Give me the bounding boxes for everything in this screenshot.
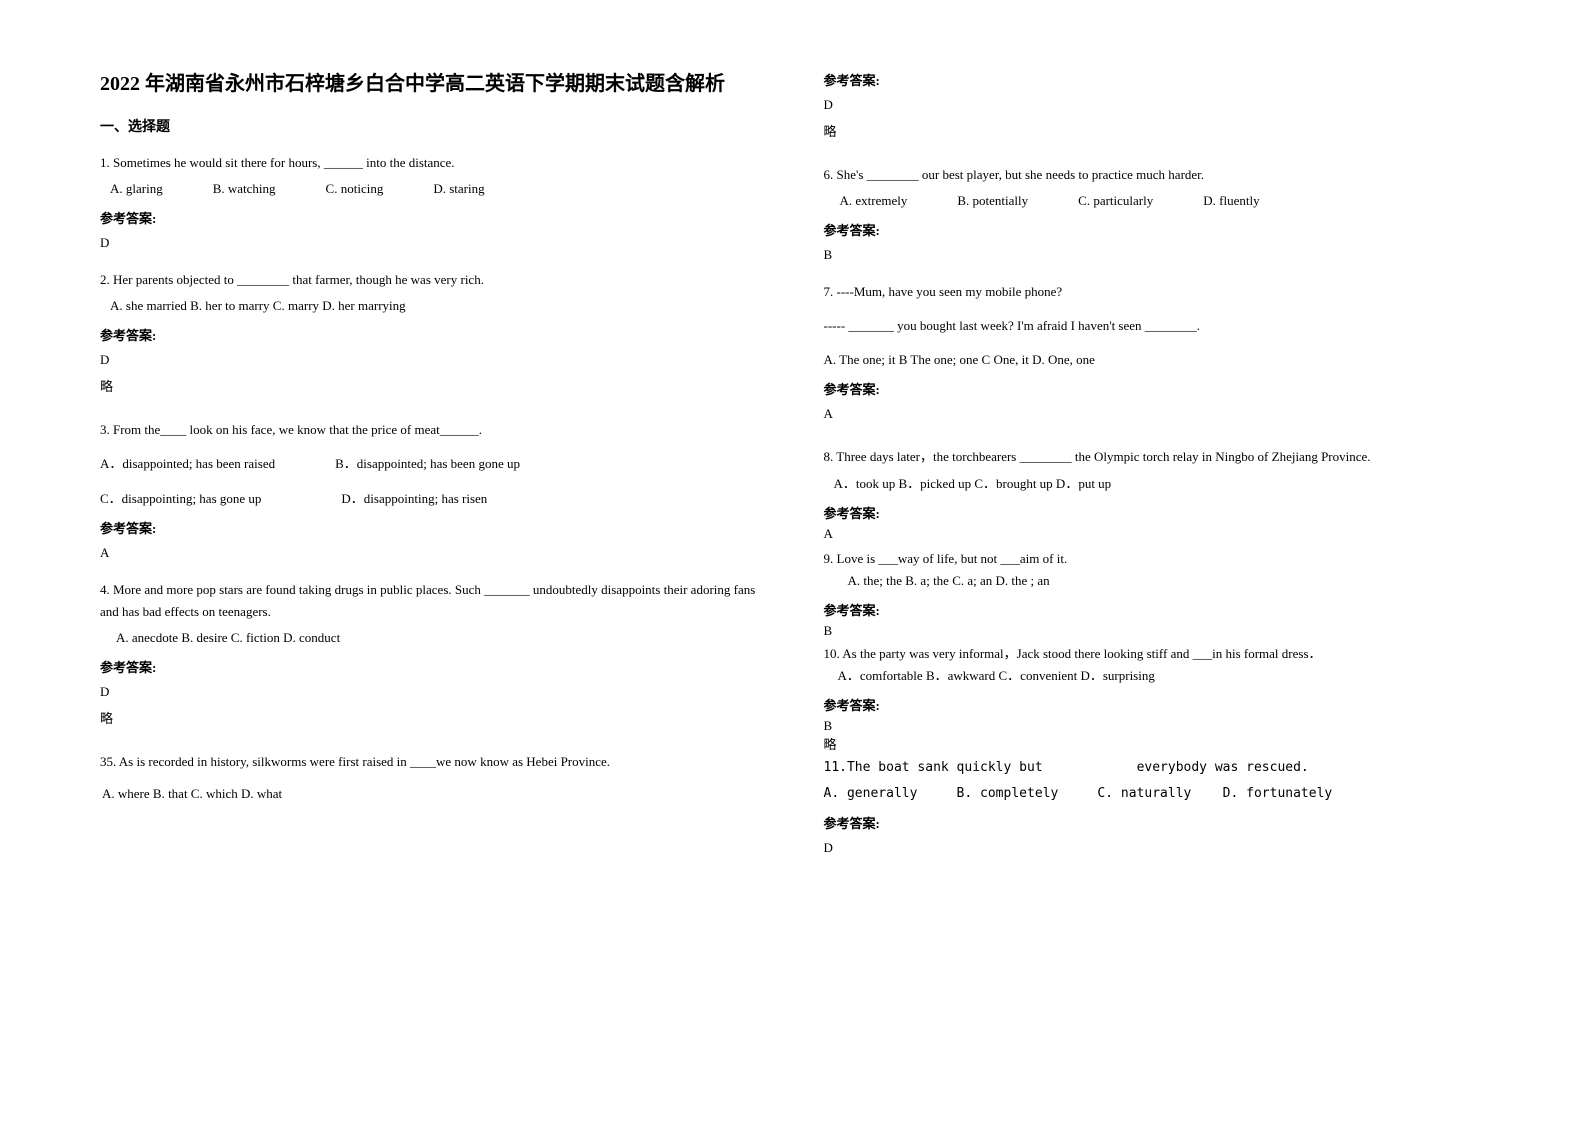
q11-answer-label: 参考答案:	[824, 813, 1488, 832]
q1-opt-b: B. watching	[213, 178, 276, 200]
q6-opt-c: C. particularly	[1078, 190, 1153, 212]
question-9: 9. Love is ___way of life, but not ___ai…	[824, 548, 1488, 641]
q10-answer: B	[824, 718, 1488, 734]
q9-answer-label: 参考答案:	[824, 600, 1488, 619]
q3-text: 3. From the____ look on his face, we kno…	[100, 419, 764, 441]
q5-text: 35. As is recorded in history, silkworms…	[100, 751, 764, 773]
q1-opt-c: C. noticing	[326, 178, 384, 200]
q1-opt-d: D. staring	[433, 178, 484, 200]
q2-omit: 略	[100, 376, 764, 395]
question-1: 1. Sometimes he would sit there for hour…	[100, 152, 764, 259]
q8-options: A．took up B．picked up C．brought up D．put…	[824, 473, 1488, 495]
q4-answer-label: 参考答案:	[100, 657, 764, 676]
right-column: 参考答案: D 略 6. She's ________ our best pla…	[824, 70, 1488, 1052]
q3-opt-b: B．disappointed; has been gone up	[335, 453, 520, 475]
q3-answer: A	[100, 545, 764, 561]
q1-answer-label: 参考答案:	[100, 208, 764, 227]
question-8: 8. Three days later，the torchbearers ___…	[824, 446, 1488, 543]
q1-text: 1. Sometimes he would sit there for hour…	[100, 152, 764, 174]
q6-opt-a: A. extremely	[840, 190, 908, 212]
q6-opt-d: D. fluently	[1203, 190, 1259, 212]
question-3: 3. From the____ look on his face, we kno…	[100, 419, 764, 568]
question-4: 4. More and more pop stars are found tak…	[100, 579, 764, 741]
q5-omit: 略	[824, 121, 1488, 140]
q9-options: A. the; the B. a; the C. a; an D. the ; …	[824, 570, 1488, 592]
q2-text: 2. Her parents objected to ________ that…	[100, 269, 764, 291]
q11-text: 11.The boat sank quickly but everybody w…	[824, 757, 1488, 779]
q4-options: A. anecdote B. desire C. fiction D. cond…	[100, 627, 764, 649]
q4-omit: 略	[100, 708, 764, 727]
question-6: 6. She's ________ our best player, but s…	[824, 164, 1488, 271]
q7-answer-label: 参考答案:	[824, 379, 1488, 398]
q9-text: 9. Love is ___way of life, but not ___ai…	[824, 548, 1488, 570]
q10-omit: 略	[824, 734, 1488, 753]
q6-text: 6. She's ________ our best player, but s…	[824, 164, 1488, 186]
q8-text: 8. Three days later，the torchbearers ___…	[824, 446, 1488, 468]
q5-options: A. where B. that C. which D. what	[100, 783, 764, 805]
q10-options: A．comfortable B．awkward C．convenient D．s…	[824, 665, 1488, 687]
document-title: 2022 年湖南省永州市石梓塘乡白合中学高二英语下学期期末试题含解析	[100, 70, 764, 98]
q1-options: A. glaring B. watching C. noticing D. st…	[100, 178, 764, 200]
q10-answer-label: 参考答案:	[824, 695, 1488, 714]
q2-options: A. she married B. her to marry C. marry …	[100, 295, 764, 317]
q5-answer-label: 参考答案:	[824, 70, 1488, 89]
q7-answer: A	[824, 406, 1488, 422]
q3-opt-c: C．disappointing; has gone up	[100, 488, 261, 510]
q10-text: 10. As the party was very informal，Jack …	[824, 643, 1488, 665]
q3-row2: C．disappointing; has gone up D．disappoin…	[100, 488, 764, 510]
q9-answer: B	[824, 623, 1488, 639]
left-column: 2022 年湖南省永州市石梓塘乡白合中学高二英语下学期期末试题含解析 一、选择题…	[100, 70, 764, 1052]
q2-answer: D	[100, 352, 764, 368]
q1-answer: D	[100, 235, 764, 251]
q5-answer: D	[824, 97, 1488, 113]
question-7: 7. ----Mum, have you seen my mobile phon…	[824, 281, 1488, 436]
q7-options: A. The one; it B The one; one C One, it …	[824, 349, 1488, 371]
q11-answer: D	[824, 840, 1488, 856]
question-5-cont: 参考答案: D 略	[824, 70, 1488, 154]
q3-row1: A．disappointed; has been raised B．disapp…	[100, 453, 764, 475]
question-11: 11.The boat sank quickly but everybody w…	[824, 757, 1488, 864]
section-title: 一、选择题	[100, 116, 764, 136]
q6-answer-label: 参考答案:	[824, 220, 1488, 239]
question-2: 2. Her parents objected to ________ that…	[100, 269, 764, 409]
q8-answer: A	[824, 526, 1488, 542]
q4-answer: D	[100, 684, 764, 700]
q6-answer: B	[824, 247, 1488, 263]
q3-answer-label: 参考答案:	[100, 518, 764, 537]
q6-opt-b: B. potentially	[957, 190, 1028, 212]
q7-text2: ----- _______ you bought last week? I'm …	[824, 315, 1488, 337]
q1-opt-a: A. glaring	[110, 178, 163, 200]
question-5: 35. As is recorded in history, silkworms…	[100, 751, 764, 809]
q11-options: A. generally B. completely C. naturally …	[824, 783, 1488, 805]
q8-answer-label: 参考答案:	[824, 503, 1488, 522]
q2-answer-label: 参考答案:	[100, 325, 764, 344]
q4-text: 4. More and more pop stars are found tak…	[100, 579, 764, 623]
q3-opt-a: A．disappointed; has been raised	[100, 453, 275, 475]
q7-text: 7. ----Mum, have you seen my mobile phon…	[824, 281, 1488, 303]
q6-options: A. extremely B. potentially C. particula…	[824, 190, 1488, 212]
question-10: 10. As the party was very informal，Jack …	[824, 643, 1488, 755]
q3-opt-d: D．disappointing; has risen	[341, 488, 487, 510]
